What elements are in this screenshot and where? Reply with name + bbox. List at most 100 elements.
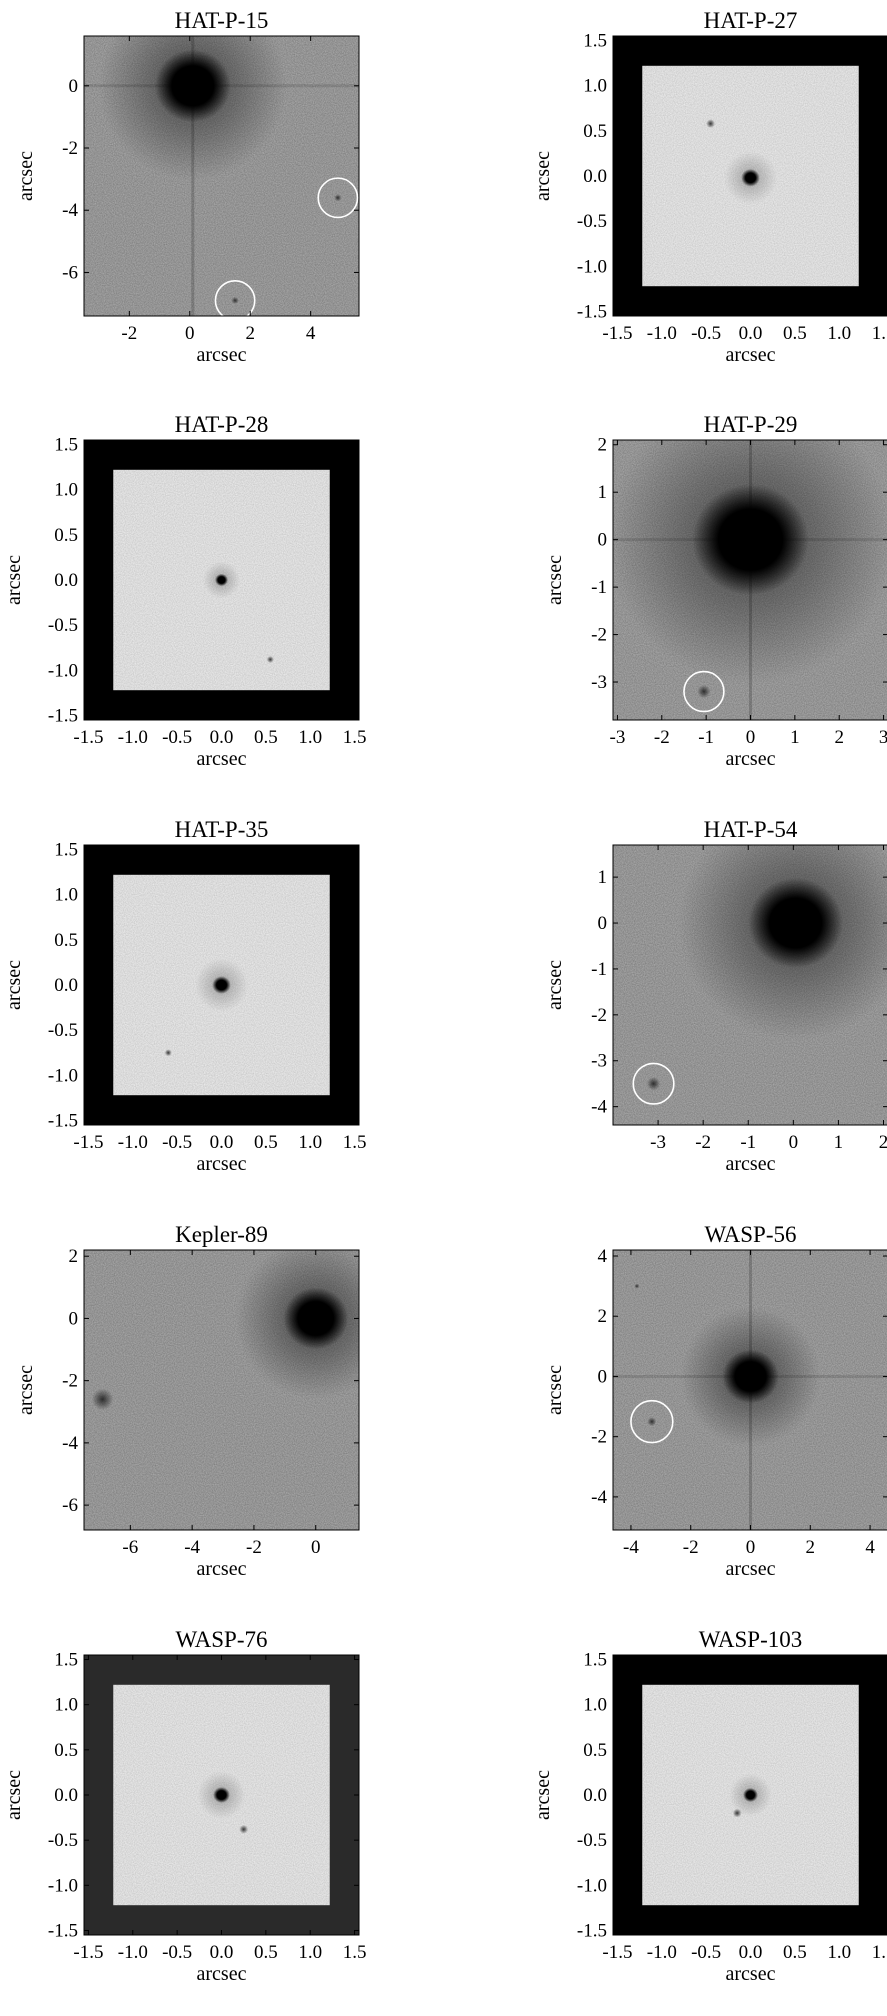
- plot-frame: [83, 1249, 360, 1531]
- x-axis-label: arcsec: [726, 344, 776, 366]
- x-tick-label: -1.5: [73, 1942, 103, 1963]
- y-tick-label: -6: [62, 1495, 78, 1516]
- x-axis-label: arcsec: [726, 748, 776, 770]
- y-tick-label: 2: [598, 1306, 608, 1327]
- y-tick-label: -3: [591, 672, 607, 693]
- x-tick-label: 0: [311, 1537, 321, 1558]
- y-axis-label: arcsec: [544, 960, 566, 1010]
- y-tick-label: 1.0: [54, 885, 78, 906]
- y-axis-label: arcsec: [532, 1770, 554, 1820]
- x-tick-label: -1: [740, 1132, 756, 1153]
- companion-source: [732, 1808, 742, 1818]
- x-tick-label: -2: [683, 1537, 699, 1558]
- image-area: [613, 36, 887, 316]
- y-tick-label: -1.5: [48, 705, 78, 726]
- x-tick-label: 0: [746, 1537, 756, 1558]
- companion-source: [239, 1824, 249, 1834]
- companion-marker-circle: [632, 1062, 675, 1105]
- y-tick-label: 0.0: [583, 166, 607, 187]
- y-tick-label: -0.5: [577, 1830, 607, 1851]
- x-tick-label: 0: [789, 1132, 799, 1153]
- x-tick-label: 4: [306, 323, 316, 344]
- panel-hat-p-29: HAT-P-29 -3 -2 -1 0 1 2 3 2 1 0 -1 -2 -3 arcsec arcsec: [544, 412, 887, 770]
- x-tick-label: -2: [121, 323, 137, 344]
- y-tick-label: 4: [598, 1246, 608, 1267]
- x-axis-label: arcsec: [197, 344, 247, 366]
- y-axis-label: arcsec: [3, 1770, 25, 1820]
- y-tick-label: -2: [591, 625, 607, 646]
- companion-marker-circle: [214, 280, 256, 316]
- image-area: [613, 440, 887, 720]
- x-tick-label: 2: [806, 1537, 816, 1558]
- image-area: [84, 440, 359, 720]
- x-tick-label: 1.0: [827, 1942, 851, 1963]
- y-tick-label: 0: [598, 1366, 608, 1387]
- y-tick-label: -1.5: [48, 1920, 78, 1941]
- y-tick-label: -0.5: [48, 1830, 78, 1851]
- y-tick-label: 0.5: [583, 1740, 607, 1761]
- x-tick-label: 1.0: [298, 1942, 322, 1963]
- x-tick-label: 2: [879, 1132, 887, 1153]
- panel-hat-p-28: HAT-P-28 -1.5 -1.0 -0.5 0.0 0.5 1.0 1.5 1.5 1.0 0.…: [3, 412, 366, 770]
- image-area: [613, 845, 887, 1125]
- x-axis-label: arcsec: [726, 1558, 776, 1580]
- companion-source: [164, 1049, 172, 1057]
- y-tick-label: -4: [591, 1097, 607, 1118]
- companion-source: [697, 684, 711, 699]
- y-tick-label: -1.5: [577, 301, 607, 322]
- x-tick-label: 0.0: [210, 1942, 234, 1963]
- y-tick-label: -0.5: [577, 211, 607, 232]
- x-tick-label: 0.5: [254, 1132, 278, 1153]
- x-tick-label: -3: [610, 727, 626, 748]
- x-tick-label: -3: [650, 1132, 666, 1153]
- y-tick-label: 1.0: [583, 1695, 607, 1716]
- x-tick-label: 1.5: [343, 727, 367, 748]
- image-area: [613, 1655, 887, 1935]
- y-tick-label: -1.0: [577, 1875, 607, 1896]
- panel-kepler-89: Kepler-89 -6 -4 -2 0 2 0 -2 -4 -6 arcsec arcsec: [15, 1222, 360, 1580]
- y-tick-label: -3: [591, 1051, 607, 1072]
- primary-star: [213, 1787, 230, 1803]
- panel-title: HAT-P-54: [704, 817, 798, 842]
- y-tick-label: 1: [598, 482, 608, 503]
- x-axis-label: arcsec: [197, 1963, 247, 1985]
- y-tick-label: -2: [62, 138, 78, 159]
- x-tick-label: -2: [246, 1537, 262, 1558]
- x-axis-label: arcsec: [197, 748, 247, 770]
- companion-source: [91, 1388, 114, 1411]
- x-tick-label: 2: [245, 323, 255, 344]
- panel-hat-p-27: HAT-P-27 -1.5 -1.0 -0.5 0.0 0.5 1.0 1.5 1.5 1.0 0.…: [532, 8, 887, 366]
- y-tick-label: -2: [591, 1005, 607, 1026]
- x-tick-label: 4: [865, 1537, 875, 1558]
- image-area: [84, 1655, 359, 1935]
- image-area: [84, 845, 359, 1125]
- x-tick-label: 1.0: [827, 323, 851, 344]
- x-tick-label: -1.5: [602, 323, 632, 344]
- y-axis-label: arcsec: [532, 151, 554, 201]
- companion-source: [646, 1076, 661, 1091]
- y-tick-label: -1.0: [48, 1065, 78, 1086]
- y-tick-label: 0.0: [54, 570, 78, 591]
- x-tick-label: -1: [698, 727, 714, 748]
- y-tick-label: 0.5: [583, 121, 607, 142]
- x-axis-label: arcsec: [726, 1153, 776, 1175]
- y-tick-label: 0: [69, 1308, 79, 1329]
- companion-source: [334, 194, 342, 202]
- y-tick-label: 1.0: [583, 76, 607, 97]
- companion-marker-circle: [630, 1399, 674, 1444]
- y-tick-label: 0.5: [54, 930, 78, 951]
- primary-star: [212, 976, 231, 994]
- y-tick-label: -1.0: [48, 660, 78, 681]
- y-axis-label: arcsec: [544, 1365, 566, 1415]
- x-tick-label: -1.5: [602, 1942, 632, 1963]
- x-tick-label: 0.5: [254, 1942, 278, 1963]
- y-tick-label: -4: [62, 200, 78, 221]
- x-tick-label: -1.0: [118, 727, 148, 748]
- panel-title: HAT-P-28: [175, 412, 269, 437]
- panel-hat-p-35: HAT-P-35 -1.5 -1.0 -0.5 0.0 0.5 1.0 1.5 1.5 1.0 0.…: [3, 817, 366, 1175]
- x-tick-label: -1.0: [647, 323, 677, 344]
- x-tick-label: 1: [834, 1132, 844, 1153]
- y-tick-label: 1.5: [583, 1650, 607, 1671]
- y-tick-label: -4: [62, 1433, 78, 1454]
- y-tick-label: 0.5: [54, 525, 78, 546]
